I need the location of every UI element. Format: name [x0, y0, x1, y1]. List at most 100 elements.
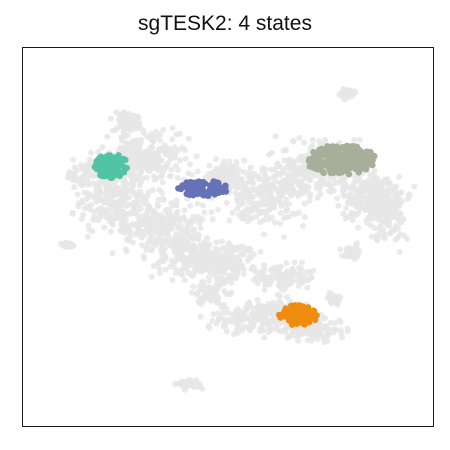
background-cell-point — [223, 291, 230, 298]
background-cell-point — [240, 200, 247, 207]
background-cell-point — [127, 126, 134, 133]
background-cell-point — [250, 174, 257, 181]
background-cell-point — [165, 241, 172, 248]
background-cell-point — [181, 207, 188, 214]
background-cell-point — [261, 334, 268, 341]
background-cell-point — [217, 173, 224, 180]
background-cell-point — [156, 265, 163, 272]
background-cell-point — [287, 161, 294, 168]
background-cell-point — [275, 321, 282, 328]
background-cell-point — [121, 229, 128, 236]
background-cell-point — [226, 310, 233, 317]
background-cell-point — [210, 311, 217, 318]
background-cell-point — [95, 148, 102, 155]
background-cell-point — [262, 208, 269, 215]
background-cell-point — [253, 213, 259, 220]
state-point — [314, 160, 321, 167]
background-cell-point — [155, 215, 162, 222]
background-cell-point — [159, 179, 166, 186]
background-cell-point — [254, 280, 261, 287]
state-point — [330, 161, 338, 168]
background-cell-point — [169, 124, 176, 131]
background-cell-point — [89, 228, 96, 235]
background-cell-point — [229, 209, 236, 216]
background-cell-point — [133, 194, 140, 201]
background-cell-point — [342, 215, 349, 222]
background-cell-point — [177, 249, 184, 256]
background-cell-point — [141, 152, 148, 159]
background-cell-point — [184, 223, 191, 230]
background-cell-point — [258, 200, 264, 207]
background-cell-point — [221, 269, 228, 276]
background-cell-point — [180, 216, 187, 223]
background-cell-point — [321, 315, 328, 322]
background-cell-point — [178, 222, 184, 229]
background-cell-point — [168, 166, 175, 173]
background-cell-point — [158, 240, 165, 247]
background-cell-point — [170, 201, 177, 208]
background-cell-point — [330, 187, 337, 194]
background-cell-point — [171, 144, 178, 151]
background-cell-point — [182, 379, 189, 386]
background-cell-point — [295, 209, 302, 216]
background-cell-point — [281, 157, 288, 164]
background-cell-point — [341, 96, 348, 103]
background-cell-point — [158, 256, 165, 263]
background-cell-point — [283, 196, 290, 203]
background-cell-point — [149, 137, 156, 144]
state-point — [329, 148, 336, 155]
background-cell-point — [322, 136, 329, 143]
background-cell-point — [271, 219, 278, 226]
background-cell-point — [384, 176, 390, 183]
background-cell-point — [254, 191, 261, 198]
background-cell-point — [406, 192, 413, 199]
background-cell-point — [167, 211, 174, 218]
background-cell-point — [324, 331, 331, 338]
background-cell-point — [218, 279, 225, 286]
background-cell-point — [359, 179, 366, 186]
background-cell-point — [367, 207, 374, 214]
background-cell-point — [380, 199, 387, 205]
background-cell-point — [158, 173, 165, 180]
background-cell-point — [267, 204, 274, 211]
background-cell-point — [107, 188, 114, 195]
background-cell-point — [221, 316, 228, 323]
background-cell-point — [284, 206, 290, 213]
state-point — [358, 161, 366, 168]
background-cell-point — [151, 176, 158, 183]
background-cell-point — [189, 226, 196, 233]
background-cell-point — [229, 265, 236, 272]
background-cell-point — [83, 166, 90, 173]
background-cell-point — [291, 164, 298, 171]
background-cell-point — [254, 310, 261, 317]
background-cell-point — [128, 115, 135, 122]
background-cell-point — [136, 218, 143, 225]
state-point — [342, 167, 349, 174]
background-cell-point — [351, 210, 358, 217]
background-cell-point — [274, 275, 281, 282]
background-cell-point — [327, 319, 334, 326]
background-cell-point — [137, 171, 144, 177]
background-cell-point — [188, 289, 195, 296]
background-cell-point — [364, 220, 371, 226]
background-cell-point — [239, 262, 245, 269]
background-cell-point — [161, 142, 168, 149]
background-cell-point — [160, 195, 167, 202]
background-cell-point — [265, 176, 271, 183]
background-cell-point — [172, 381, 178, 387]
background-cell-point — [300, 222, 306, 229]
background-cell-point — [392, 222, 399, 229]
background-cell-point — [319, 177, 326, 184]
background-cell-point — [295, 337, 302, 344]
background-cell-point — [104, 133, 111, 140]
background-cell-point — [368, 197, 375, 204]
background-cell-point — [277, 180, 284, 187]
background-cell-point — [72, 176, 79, 183]
background-cell-point — [160, 126, 167, 133]
background-cell-point — [130, 157, 137, 164]
background-cell-point — [327, 182, 334, 189]
state-point — [103, 167, 110, 175]
background-cell-point — [171, 235, 178, 242]
background-cell-point — [245, 210, 251, 217]
background-cell-point — [162, 149, 169, 156]
